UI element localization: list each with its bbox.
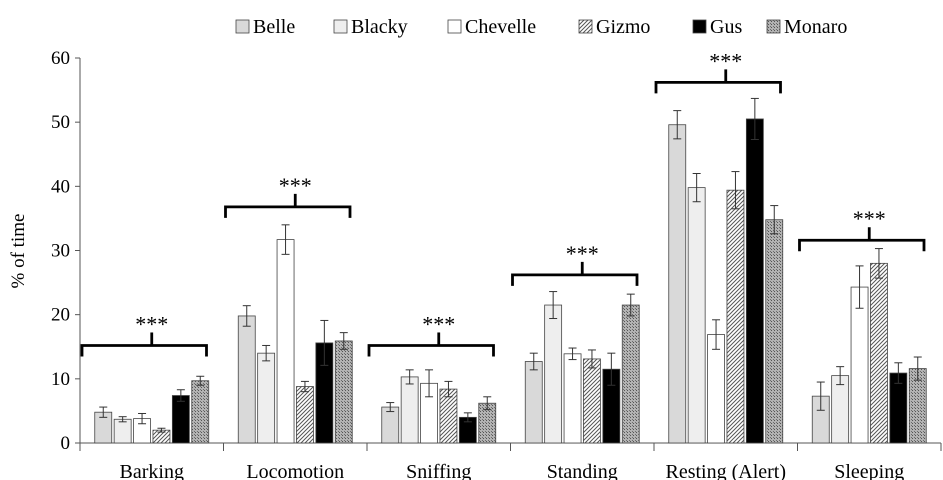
bar — [745, 118, 764, 444]
legend-swatch — [578, 19, 593, 34]
significance-label: *** — [422, 311, 455, 336]
y-axis-title: % of time — [8, 214, 29, 289]
legend-label: Chevelle — [465, 16, 536, 38]
bar — [113, 418, 132, 444]
y-tick-label: 20 — [51, 305, 70, 326]
bar — [668, 124, 687, 444]
legend-swatch — [447, 19, 462, 34]
bar — [524, 361, 543, 444]
x-category-label: Resting (Alert) — [665, 461, 786, 480]
y-tick-label: 40 — [51, 176, 70, 197]
y-tick-label: 10 — [51, 369, 70, 390]
significance-label: *** — [853, 206, 886, 231]
bar — [563, 353, 582, 444]
bar — [621, 304, 640, 444]
legend-label: Monaro — [784, 16, 847, 38]
bar — [707, 334, 725, 444]
legend-swatch — [235, 19, 250, 34]
y-tick-label: 50 — [51, 112, 70, 133]
legend-swatch — [333, 19, 348, 34]
bar — [191, 380, 210, 444]
bar — [544, 304, 563, 444]
bar — [765, 219, 784, 444]
bar — [381, 406, 400, 444]
bar — [687, 187, 706, 444]
legend-label: Gizmo — [596, 16, 650, 38]
x-category-label: Sniffing — [406, 461, 471, 480]
significance-bracket — [367, 344, 495, 357]
x-category-label: Barking — [120, 461, 184, 480]
bar — [257, 352, 276, 444]
legend-swatch — [766, 19, 781, 34]
significance-label: *** — [709, 48, 742, 73]
significance-label: *** — [566, 241, 599, 266]
legend-label: Blacky — [351, 16, 408, 38]
bar — [237, 315, 256, 444]
significance-bracket — [224, 205, 352, 218]
legend-label: Belle — [253, 16, 295, 38]
significance-bracket — [80, 344, 208, 357]
legend-swatch — [692, 19, 707, 34]
y-tick-label: 60 — [51, 48, 70, 69]
bar — [583, 358, 601, 444]
x-category-label: Standing — [547, 461, 618, 480]
x-category-label: Sleeping — [834, 461, 904, 480]
bar — [296, 386, 314, 444]
bar — [276, 239, 295, 444]
legend: Belle Blacky Chevelle Gizmo Gus Monaro — [235, 16, 847, 38]
significance-label: *** — [135, 311, 168, 336]
y-tick-label: 30 — [51, 241, 70, 262]
bar — [400, 376, 419, 444]
y-tick-label: 0 — [61, 433, 71, 454]
legend-label: Gus — [710, 16, 742, 38]
bar — [334, 340, 353, 444]
significance-bracket — [654, 80, 782, 94]
significance-bracket — [511, 273, 639, 286]
bar — [850, 286, 869, 444]
bar — [726, 189, 745, 444]
bar — [171, 395, 190, 444]
bar — [831, 375, 850, 444]
bar — [870, 262, 888, 444]
x-category-label: Locomotion — [246, 461, 344, 480]
significance-label: *** — [279, 173, 312, 198]
significance-bracket — [798, 238, 926, 252]
bars — [94, 97, 927, 444]
axes: 0 10 20 30 40 50 60 Barking Locomotion Sniffing St… — [51, 48, 942, 480]
significance-brackets: *** *** *** *** *** *** — [80, 48, 926, 357]
